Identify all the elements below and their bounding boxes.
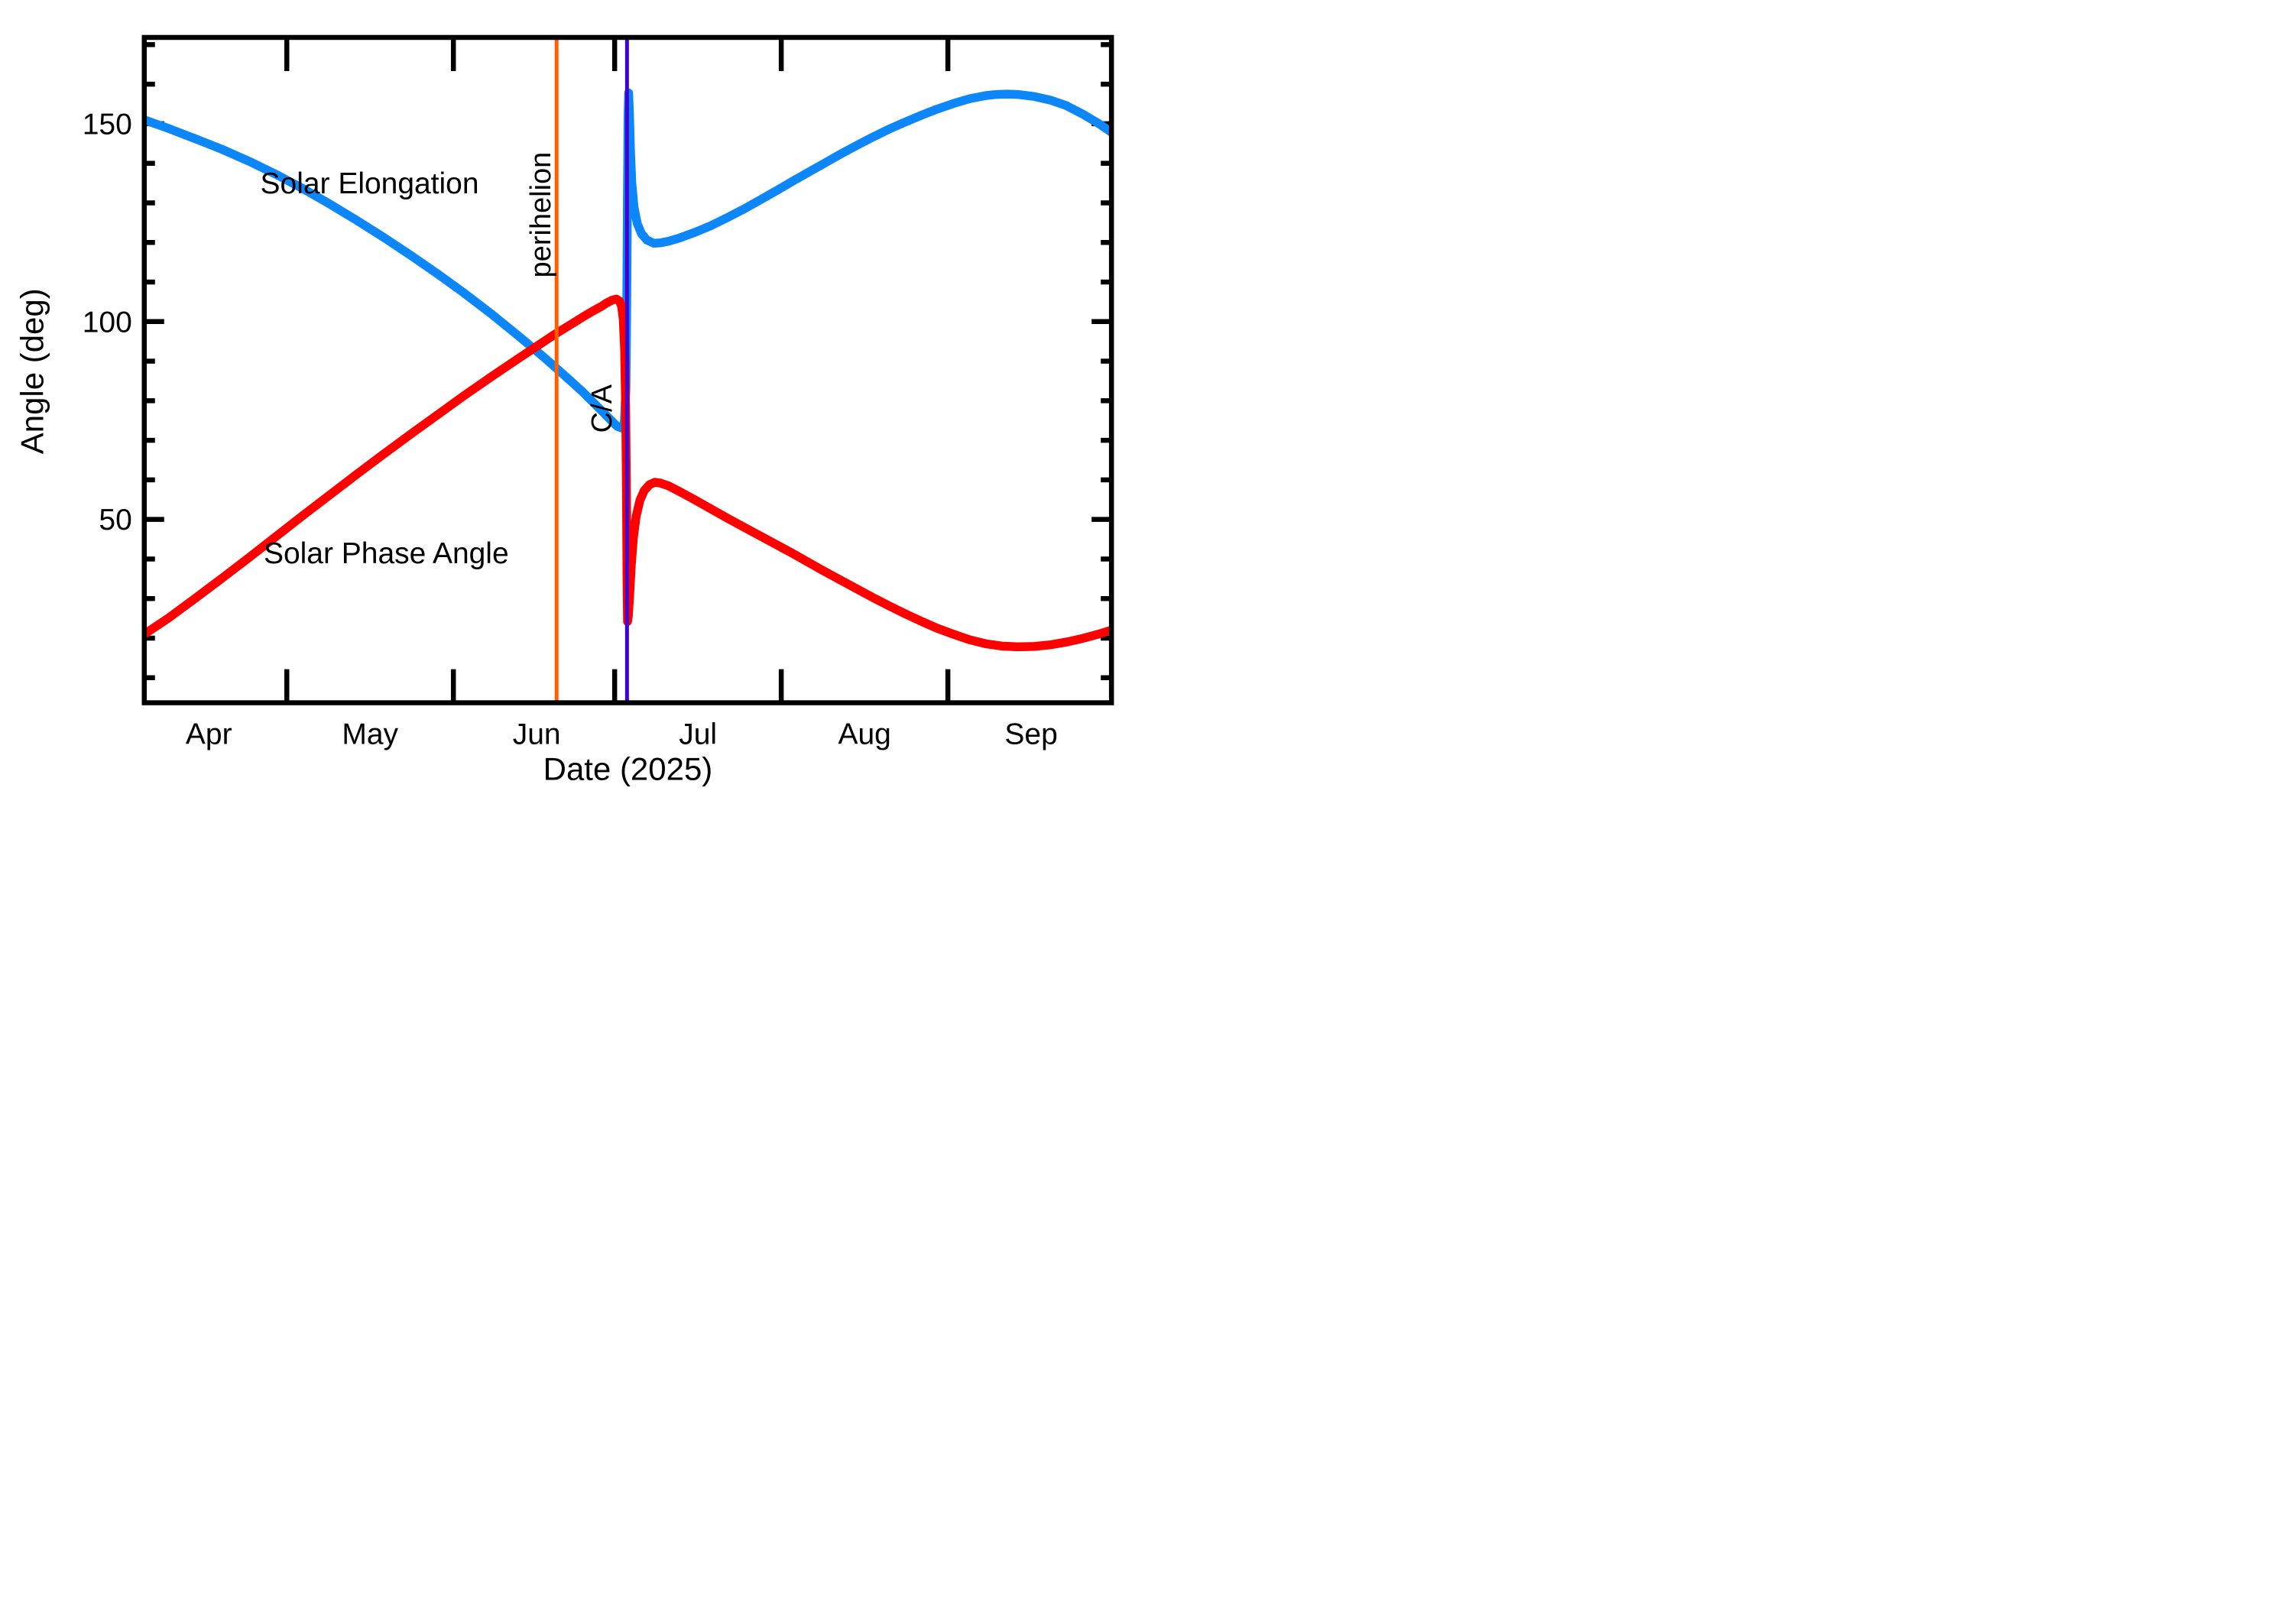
chart-svg: Apr May Jun Jul Aug Sep 50 100 150 Solar Elongat… [14,34,1114,787]
solar-elongation-curve [144,88,1112,433]
x-tick-label: Aug [838,718,890,751]
solar-phase-angle-curve [144,294,1112,652]
perihelion-label: perihelion [525,152,557,278]
plot-frame [141,34,1114,705]
y-tick-label: 50 [99,504,131,536]
x-axis-title: Date (2025) [543,751,713,787]
solar-phase-angle-label: Solar Phase Angle [264,537,509,570]
solar-elongation-label: Solar Elongation [261,167,479,200]
close-approach-label: C/A [586,384,618,433]
y-tick-label: 150 [83,108,132,141]
x-tick-label: Jun [513,718,561,751]
x-tick-label: Jul [679,718,717,751]
x-tick-label: Sep [1004,718,1057,751]
x-tick-label: Apr [186,718,232,751]
y-tick-label: 100 [83,306,132,339]
y-axis-title: Angle (deg) [14,288,50,454]
axis-tick-labels: Apr May Jun Jul Aug Sep 50 100 150 [83,108,1058,750]
chart: Apr May Jun Jul Aug Sep 50 100 150 Solar Elongat… [0,0,1146,812]
x-tick-label: May [342,718,398,751]
